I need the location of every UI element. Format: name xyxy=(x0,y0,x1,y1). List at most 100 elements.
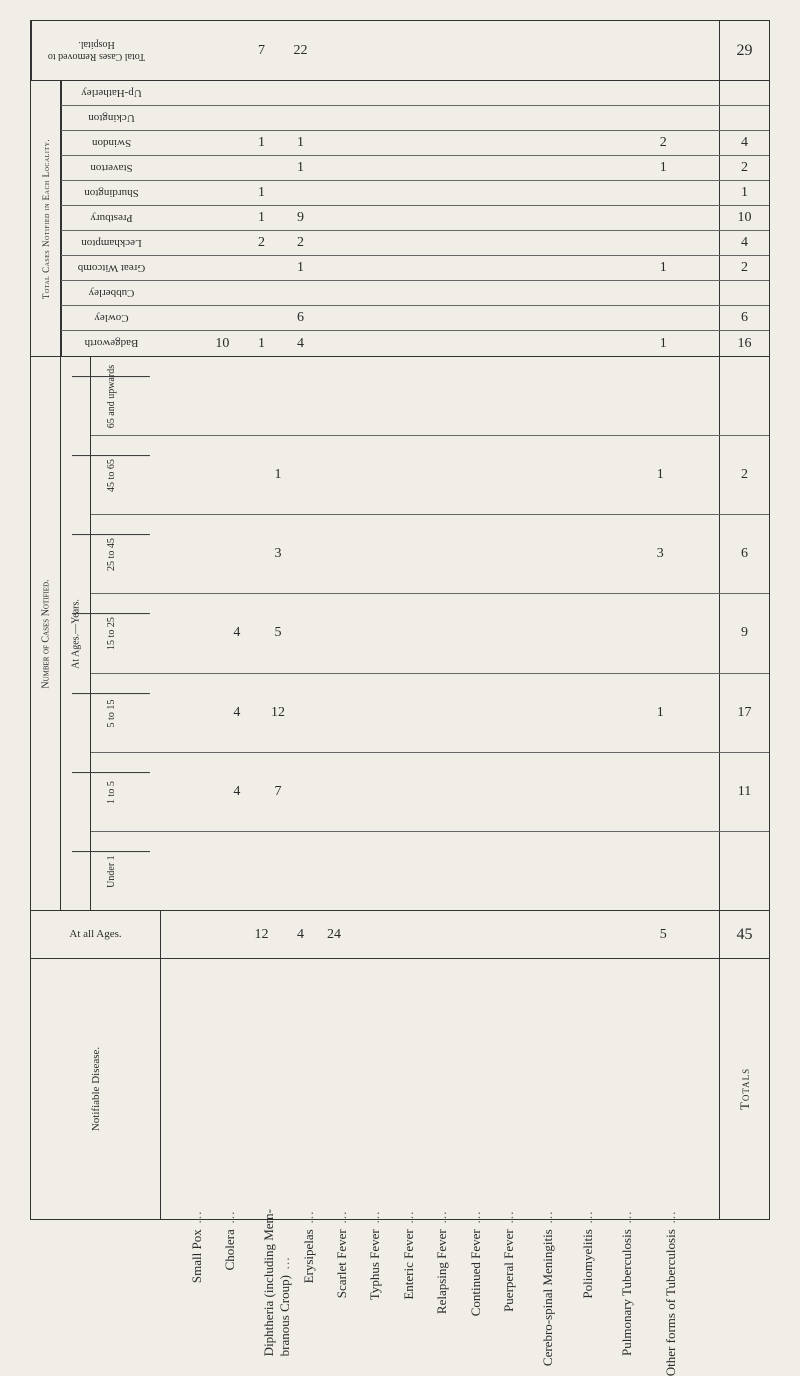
locality-cells: 1 xyxy=(161,181,719,205)
locality-total xyxy=(719,81,769,105)
cell-value: 4 xyxy=(233,705,240,721)
cell-value: 1 xyxy=(297,260,304,276)
hospital-label: Total Cases Removed to Hospital. xyxy=(31,21,161,80)
age-total: 17 xyxy=(719,674,769,752)
table-frame: Total Cases Removed to Hospital. 722 29 … xyxy=(30,20,770,1220)
cell-value: 12 xyxy=(254,927,268,943)
locality-total: 10 xyxy=(719,206,769,230)
hospital-cells: 722 xyxy=(161,21,719,80)
age-row: 1 to 54711 xyxy=(91,753,769,832)
cell-value: 12 xyxy=(271,705,285,721)
locality-total xyxy=(719,281,769,305)
hospital-total: 29 xyxy=(719,21,769,80)
disease-label: Small Pox xyxy=(189,1209,205,1283)
age-cells: 47 xyxy=(131,753,719,831)
all-ages-label: At all Ages. xyxy=(31,911,161,958)
cell-value: 1 xyxy=(275,467,282,483)
cell-value: 4 xyxy=(233,625,240,641)
locality-row: Great Witcomb112 xyxy=(61,256,769,281)
locality-name: Prestbury xyxy=(61,206,161,230)
locality-total xyxy=(719,106,769,130)
locality-name: Swindon xyxy=(61,131,161,155)
disease-label: Poliomyelitis xyxy=(580,1209,596,1299)
cell-value: 7 xyxy=(275,784,282,800)
locality-row: Swindon 1 1 2 4 xyxy=(61,131,769,156)
locality-cells: 11 xyxy=(161,256,719,280)
locality-total: 1 xyxy=(719,181,769,205)
cell-value: 1 xyxy=(660,336,667,352)
locality-name: Badgeworth xyxy=(61,331,161,356)
locality-cells: 22 xyxy=(161,231,719,255)
locality-cells: 11 xyxy=(161,156,719,180)
disease-cells: Small PoxCholeraDiphtheria (including Me… xyxy=(161,959,719,1219)
locality-row: Badgeworth1014116 xyxy=(61,331,769,356)
age-block: Number of Cases Notified. At Ages.—Years… xyxy=(31,357,769,911)
all-ages-row: At all Ages. 124245 45 xyxy=(31,911,769,959)
age-row: 65 and upwards xyxy=(91,357,769,436)
cell-value: 1 xyxy=(297,160,304,176)
locality-name: Uckington xyxy=(61,106,161,130)
locality-row: Uckington xyxy=(61,106,769,131)
locality-name: Cubberley xyxy=(61,281,161,305)
cell-value: 2 xyxy=(660,135,667,151)
locality-row: Cowley66 xyxy=(61,306,769,331)
cell-value: 6 xyxy=(297,310,304,326)
age-row: 5 to 15412117 xyxy=(91,674,769,753)
disease-label: Other forms of Tuberculosis xyxy=(663,1209,679,1376)
cell-value: 1 xyxy=(657,467,664,483)
age-cells: 33 xyxy=(131,515,719,593)
cell-value: 5 xyxy=(275,625,282,641)
locality-cells: 19 xyxy=(161,206,719,230)
all-ages-total: 45 xyxy=(719,911,769,958)
age-cells: 11 xyxy=(131,436,719,514)
disease-label: Typhus Fever xyxy=(367,1209,383,1300)
disease-label: Scarlet Fever xyxy=(334,1209,350,1298)
locality-name: Great Witcomb xyxy=(61,256,161,280)
cell-value: 24 xyxy=(327,927,341,943)
locality-block: Total Cases Notified in Each Locality. U… xyxy=(31,81,769,357)
locality-name: Staverton xyxy=(61,156,161,180)
cell-value: 1 xyxy=(258,210,265,226)
cell-value: 1 xyxy=(258,135,265,151)
locality-row: Staverton112 xyxy=(61,156,769,181)
locality-name: Up-Hatherley xyxy=(61,81,161,105)
age-row: Under 1 xyxy=(91,832,769,910)
cell-value: 1 xyxy=(258,336,265,352)
age-total xyxy=(719,832,769,910)
age-row: 45 to 65112 xyxy=(91,436,769,515)
locality-row: Shurdington 1 1 xyxy=(61,181,769,206)
locality-row: Cubberley xyxy=(61,281,769,306)
disease-label: Relapsing Fever xyxy=(434,1209,450,1314)
locality-total: 4 xyxy=(719,131,769,155)
hospital-row: Total Cases Removed to Hospital. 722 29 xyxy=(31,21,769,81)
cell-value: 2 xyxy=(297,235,304,251)
age-total: 2 xyxy=(719,436,769,514)
age-total: 11 xyxy=(719,753,769,831)
locality-cells: 6 xyxy=(161,306,719,330)
age-row: 25 to 45336 xyxy=(91,515,769,594)
disease-label: Puerperal Fever xyxy=(501,1209,517,1312)
age-cells xyxy=(131,357,719,435)
disease-label: Cerebro-spinal Meningitis xyxy=(540,1209,556,1366)
age-side-label: Number of Cases Notified. xyxy=(31,357,61,910)
cell-value: 2 xyxy=(258,235,265,251)
locality-total: 6 xyxy=(719,306,769,330)
disease-label: Cholera xyxy=(222,1209,238,1270)
cell-value: 9 xyxy=(297,210,304,226)
cell-value: 1 xyxy=(657,705,664,721)
cell-value: 1 xyxy=(258,185,265,201)
cell-value: 4 xyxy=(233,784,240,800)
locality-cells xyxy=(161,81,719,105)
locality-cells xyxy=(161,106,719,130)
disease-label: Diphtheria (including Mem- branous Croup… xyxy=(261,1209,293,1356)
disease-label: Enteric Fever xyxy=(401,1209,417,1300)
cell-value: 22 xyxy=(294,43,308,59)
cell-value: 3 xyxy=(657,546,664,562)
cell-value: 1 xyxy=(297,135,304,151)
locality-side-label: Total Cases Notified in Each Locality. xyxy=(31,81,61,356)
locality-cells: 10141 xyxy=(161,331,719,356)
locality-total: 16 xyxy=(719,331,769,356)
cell-value: 3 xyxy=(275,546,282,562)
locality-name: Shurdington xyxy=(61,181,161,205)
age-cells: 45 xyxy=(131,594,719,672)
